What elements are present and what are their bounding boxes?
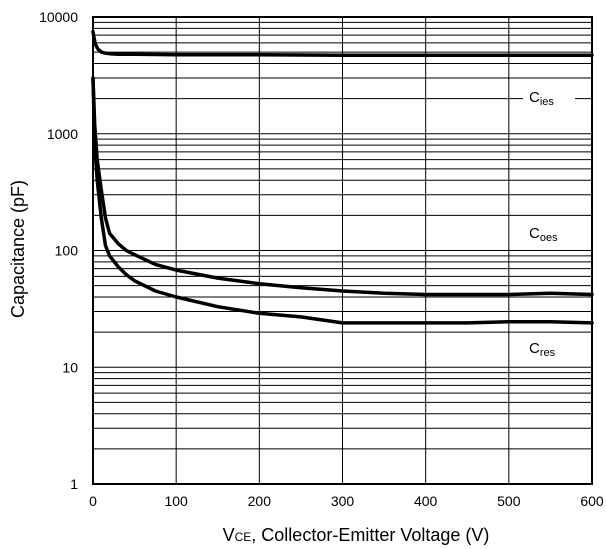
series-line-ies	[91, 29, 594, 58]
series-label-bg	[523, 334, 575, 361]
series-label-ies: Cies	[529, 89, 554, 108]
y-tick-label: 10000	[39, 9, 78, 25]
x-tick-label: 300	[331, 493, 355, 509]
x-axis-title: VCE, Collector-Emitter Voltage (V)	[223, 525, 490, 545]
series-line-res	[91, 76, 594, 325]
y-tick-label: 1000	[47, 126, 78, 142]
x-tick-label: 200	[248, 493, 272, 509]
y-tick-label: 100	[55, 243, 79, 259]
series-line-oes	[91, 76, 594, 297]
y-axis-title: Capacitance (pF)	[8, 180, 28, 318]
y-tick-label: 10	[62, 359, 78, 375]
x-tick-label: 0	[89, 493, 97, 509]
grid	[92, 17, 593, 485]
label-boxes: Cies Coes Cres	[523, 83, 575, 361]
x-tick-label: 400	[414, 493, 438, 509]
series-label-res: Cres	[529, 340, 556, 359]
series-lines	[91, 29, 594, 325]
x-tick-label: 100	[164, 493, 188, 509]
plot-frame	[92, 16, 593, 485]
series-label-bg	[523, 219, 575, 246]
series-label-bg	[523, 83, 575, 110]
y-tick-label: 1	[70, 476, 78, 492]
series-label-oes: Coes	[529, 225, 558, 244]
x-tick-label: 600	[580, 493, 604, 509]
tick-labels: 0 100 200 300 400 500 600 1 10 100 1000 10000	[39, 9, 604, 509]
x-tick-label: 500	[497, 493, 521, 509]
